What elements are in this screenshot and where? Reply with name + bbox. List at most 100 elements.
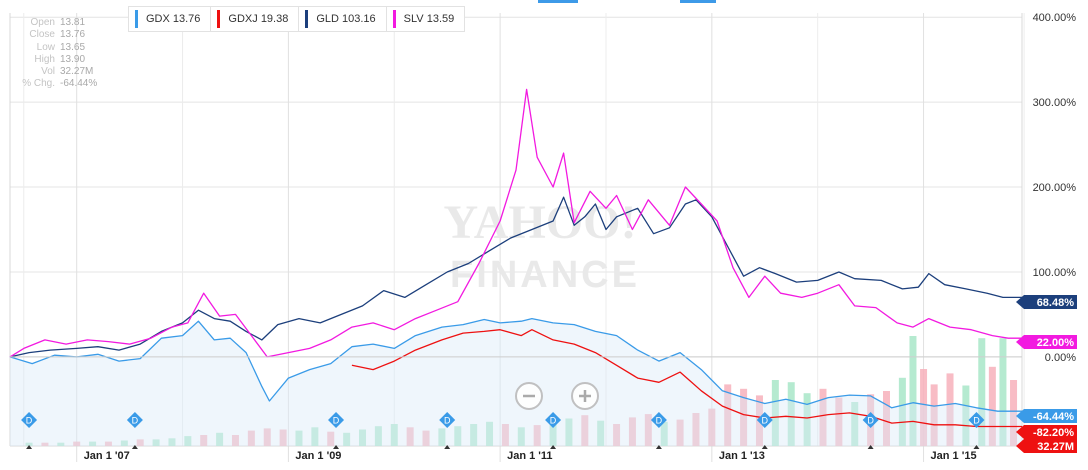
volume-bar [454,426,462,446]
volume-bar [644,414,652,446]
dividend-marker-icon [650,412,667,428]
dividend-marker-label: D [762,416,769,426]
volume-bar [988,366,996,446]
event-tick-icon [26,445,33,449]
series-line-slv [9,88,1022,358]
volume-bar [41,442,49,446]
plot-background [10,13,1022,446]
volume-bar [946,373,954,446]
volume-bar [978,338,986,446]
ohlc-row: Low 13.65 [0,42,110,54]
end-value-flag-gdx-label: -64.44% [1033,411,1074,423]
volume-bar [57,442,65,446]
event-tick-icon [131,445,138,449]
dividend-marker-icon [21,412,38,428]
x-tick-label: Jan 1 '07 [84,450,130,462]
dividend-marker-label: D [550,416,557,426]
volume-bar [565,418,573,446]
volume-bar [883,391,891,446]
dividend-marker-label: D [132,416,139,426]
volume-bar [470,424,478,446]
end-value-flag-gdxj [1016,425,1077,439]
volume-bar [930,384,938,446]
dividend-marker-label: D [444,416,451,426]
event-tick-icon [550,445,557,449]
volume-bar [343,432,351,446]
ohlc-label: Open [30,17,55,28]
volume-bar [295,430,303,446]
event-tick-icon [444,445,451,449]
dividend-marker-icon [545,412,562,428]
volume-bar [787,382,795,446]
volume-bar [909,336,917,446]
volume-bar [999,338,1007,446]
dividend-marker-label: D [867,416,874,426]
volume-bar [438,428,446,446]
ohlc-value: 13.76 [60,29,86,41]
legend-label: GDXJ 19.38 [228,13,289,25]
range-selector-indicator[interactable] [538,0,578,3]
x-tick-label: Jan 1 '11 [507,450,552,462]
y-tick-label: 400.00% [1033,12,1077,24]
volume-bar [597,420,605,446]
volume-bar [390,424,398,446]
event-tick-icon [867,445,874,449]
series-line-gdxj [351,329,1022,428]
volume-bar [803,393,811,446]
legend-swatch [392,10,396,28]
ohlc-readout: Open 13.81 Close 13.76 Low 13.65 High 13.90 Vol 3… [0,17,110,91]
legend-swatch [305,10,309,28]
volume-bar [359,429,367,446]
volume-bar [168,438,176,446]
dividend-marker-label: D [333,416,340,426]
y-tick-label: 200.00% [1033,182,1077,194]
volume-bar [422,430,430,446]
volume-bar [771,380,779,446]
volume-bar [851,402,859,446]
ohlc-row: Vol 32.27M [0,66,110,78]
legend-item-slv[interactable]: SLV 13.59 [387,7,465,31]
ohlc-row: Close 13.76 [0,29,110,41]
series-line-gdx [9,317,1022,412]
dividend-marker-icon [126,412,143,428]
legend-item-gld[interactable]: GLD 103.16 [299,7,387,31]
ohlc-value: 32.27M [60,66,94,78]
dividend-marker-icon [862,412,879,428]
ohlc-value: 13.81 [60,17,86,28]
volume-bar [708,408,716,446]
volume-bar [962,385,970,446]
watermark-yahoo: YAHOO! [444,196,637,249]
y-tick-label: 100.00% [1033,267,1077,279]
volume-bar [486,421,494,446]
volume-bar [311,427,319,446]
ohlc-value: 13.65 [60,41,86,53]
legend-label: GDX 13.76 [146,13,201,25]
volume-bar [374,426,382,446]
ohlc-value: 13.90 [60,53,86,65]
volume-bar [1010,380,1018,446]
volume-bar [920,369,928,446]
range-selector-indicator[interactable] [680,0,716,3]
event-tick-icon [333,445,340,449]
dividend-marker-icon [439,412,456,428]
volume-bar [740,388,748,446]
volume-bar [692,413,700,446]
volume-bar [835,397,843,446]
ohlc-label: % Chg. [22,78,55,90]
volume-bar [581,415,589,446]
volume-bar [231,435,239,446]
volume-bar [660,421,668,446]
volume-bar [279,429,287,446]
ohlc-label: Low [36,41,55,53]
ohlc-row: Open 13.81 [0,17,110,29]
volume-bar [613,424,621,446]
ohlc-label: Close [29,29,55,41]
legend-item-gdxj[interactable]: GDXJ 19.38 [211,7,300,31]
x-tick-label: Jan 1 '09 [295,450,341,462]
dividend-marker-icon [756,412,773,428]
volume-bar [327,431,335,446]
volume-bar [200,435,208,446]
legend-item-gdx[interactable]: GDX 13.76 [129,7,212,31]
